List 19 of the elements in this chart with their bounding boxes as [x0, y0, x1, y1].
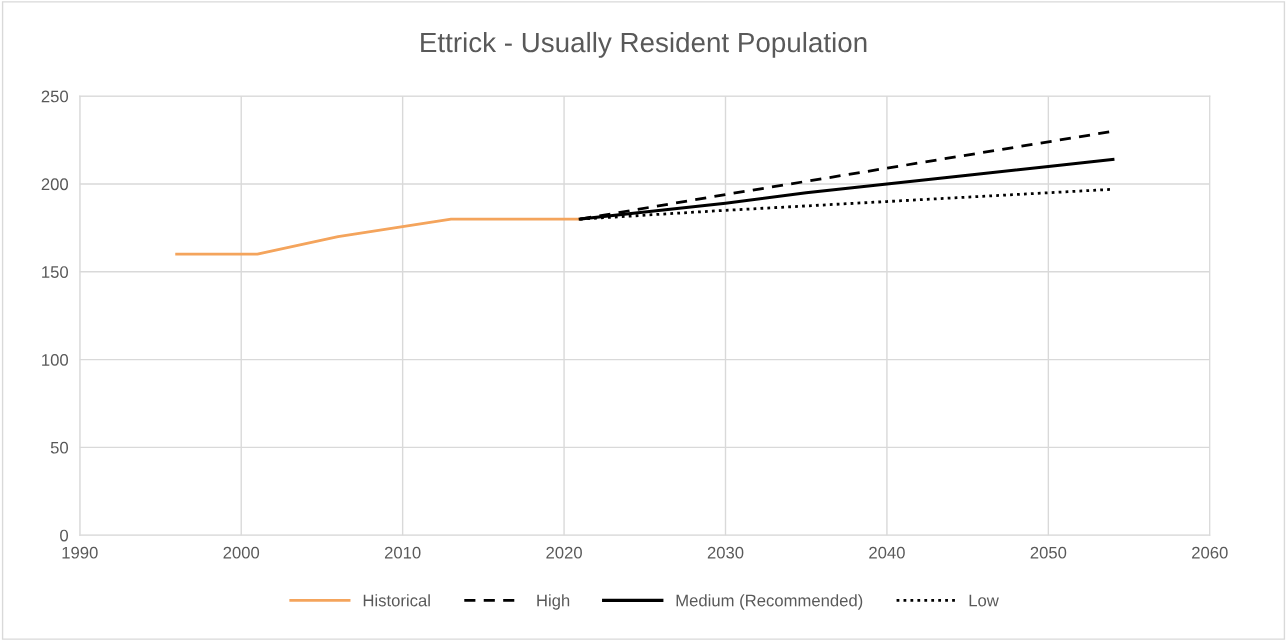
x-tick-label: 2010: [384, 546, 421, 559]
y-tick-label: 50: [50, 441, 69, 454]
x-tick-label: 2030: [707, 546, 744, 559]
y-tick-label: 100: [42, 354, 69, 366]
x-tick-label: 1990: [62, 546, 98, 559]
x-tick-label: 2040: [869, 546, 905, 559]
legend-label: High: [537, 594, 570, 610]
legend-label: Historical: [363, 594, 430, 607]
chart-title: Ettrick - Usually Resident Population: [421, 31, 867, 58]
x-tick-label: 2000: [223, 546, 260, 559]
legend-label: Low: [969, 594, 999, 607]
y-tick-label: 150: [42, 266, 69, 278]
y-tick-label: 200: [41, 178, 69, 191]
y-tick-label: 0: [60, 529, 69, 542]
x-tick-label: 2050: [1030, 546, 1067, 559]
legend-label: Medium (Recommended): [676, 594, 863, 610]
x-tick-label: 2020: [546, 546, 582, 559]
x-tick-label: 2060: [1192, 546, 1228, 559]
y-tick-label: 250: [41, 90, 69, 103]
